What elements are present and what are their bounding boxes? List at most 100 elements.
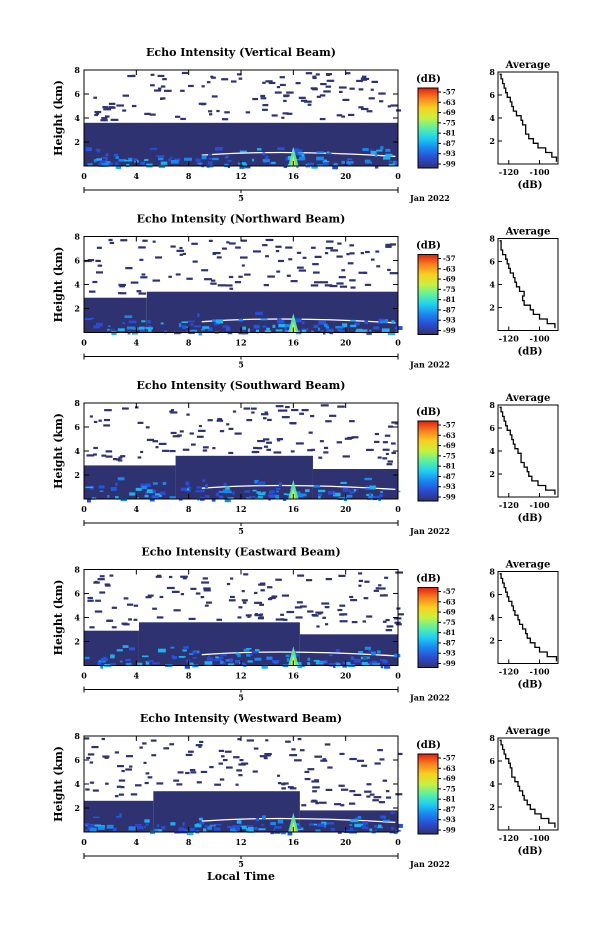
- strong-echo: [256, 491, 261, 494]
- noise-cell: [139, 258, 144, 261]
- strong-echo: [318, 495, 321, 499]
- strong-echo: [247, 328, 251, 333]
- noise-cell: [189, 432, 194, 435]
- noise-cell: [312, 614, 319, 617]
- noise-cell: [195, 592, 201, 595]
- noise-cell: [338, 784, 345, 787]
- noise-cell: [230, 80, 237, 83]
- noise-cell: [336, 255, 343, 258]
- noise-cell: [122, 407, 129, 410]
- strong-echo: [307, 162, 314, 166]
- noise-cell: [307, 449, 313, 452]
- strong-echo: [387, 332, 396, 336]
- strong-echo: [336, 663, 341, 667]
- colorbar-tick-label: -87: [443, 139, 456, 148]
- noise-cell: [383, 594, 388, 597]
- noise-cell: [202, 577, 208, 580]
- strong-echo: [185, 489, 191, 492]
- noise-cell: [105, 584, 111, 587]
- strong-echo: [129, 492, 136, 496]
- profile-x-tick-label: -100: [530, 167, 550, 177]
- noise-cell: [191, 242, 198, 245]
- noise-cell: [390, 243, 397, 246]
- noise-cell: [364, 283, 372, 286]
- strong-echo: [185, 481, 190, 486]
- noise-cell: [379, 594, 386, 597]
- noise-cell: [189, 768, 196, 772]
- strong-echo: [342, 487, 349, 492]
- noise-cell: [325, 788, 333, 792]
- noise-cell: [224, 750, 232, 753]
- strong-echo: [203, 828, 207, 833]
- noise-cell: [319, 94, 326, 97]
- strong-echo: [122, 645, 129, 648]
- noise-cell: [296, 251, 302, 254]
- strong-echo: [378, 493, 384, 497]
- noise-cell: [94, 110, 102, 114]
- strong-echo: [97, 661, 102, 665]
- strong-echo: [236, 820, 242, 824]
- strong-echo: [322, 332, 326, 335]
- noise-cell: [159, 595, 164, 599]
- strong-echo: [333, 665, 336, 668]
- noise-cell: [163, 747, 170, 750]
- strong-echo: [287, 831, 293, 836]
- noise-cell: [311, 780, 320, 783]
- noise-cell: [384, 434, 391, 437]
- noise-cell: [118, 292, 122, 295]
- strong-echo: [342, 323, 348, 327]
- strong-echo: [368, 495, 375, 499]
- strong-echo: [369, 485, 376, 490]
- noise-cell: [94, 610, 103, 613]
- noise-cell: [186, 413, 190, 416]
- noise-cell: [385, 796, 392, 799]
- noise-cell: [198, 424, 202, 428]
- noise-cell: [157, 574, 162, 577]
- noise-cell: [143, 761, 147, 764]
- x-tick-label: 0: [395, 837, 401, 847]
- noise-cell: [211, 95, 218, 98]
- noise-cell: [349, 87, 355, 90]
- strong-echo: [194, 824, 202, 828]
- strong-echo: [256, 148, 262, 151]
- noise-cell: [101, 117, 108, 120]
- profile-y-tick-label: 2: [489, 802, 495, 812]
- noise-cell: [204, 604, 209, 607]
- strong-echo: [141, 655, 149, 658]
- noise-cell: [128, 618, 132, 621]
- noise-cell: [301, 409, 309, 412]
- date-label: Jan 2022: [409, 693, 450, 703]
- strong-echo: [105, 160, 111, 164]
- strong-echo: [313, 324, 319, 328]
- noise-cell: [390, 104, 399, 107]
- strong-echo: [252, 158, 255, 162]
- noise-cell: [140, 276, 148, 279]
- noise-cell: [314, 755, 323, 758]
- strong-echo: [147, 328, 152, 332]
- strong-echo: [145, 661, 150, 665]
- strong-echo: [126, 326, 135, 330]
- strong-echo: [98, 660, 106, 663]
- strong-echo: [395, 160, 399, 165]
- noise-cell: [214, 783, 221, 786]
- noise-cell: [263, 757, 268, 760]
- strong-echo: [119, 660, 123, 663]
- strong-echo: [361, 821, 369, 825]
- noise-cell: [370, 258, 375, 261]
- strong-echo: [294, 318, 302, 323]
- noise-cell: [260, 97, 267, 100]
- strong-echo: [301, 329, 307, 333]
- strong-echo: [220, 661, 224, 663]
- profile-frame: [497, 71, 559, 165]
- strong-echo: [275, 329, 283, 332]
- noise-cell: [345, 72, 351, 75]
- strong-echo: [327, 151, 330, 154]
- noise-cell: [349, 790, 356, 793]
- noise-cell: [217, 284, 226, 287]
- noise-cell: [361, 75, 367, 78]
- strong-echo: [151, 495, 160, 499]
- noise-cell: [277, 259, 285, 263]
- strong-echo: [101, 163, 109, 167]
- noise-cell: [115, 458, 121, 461]
- strong-echo: [369, 661, 375, 666]
